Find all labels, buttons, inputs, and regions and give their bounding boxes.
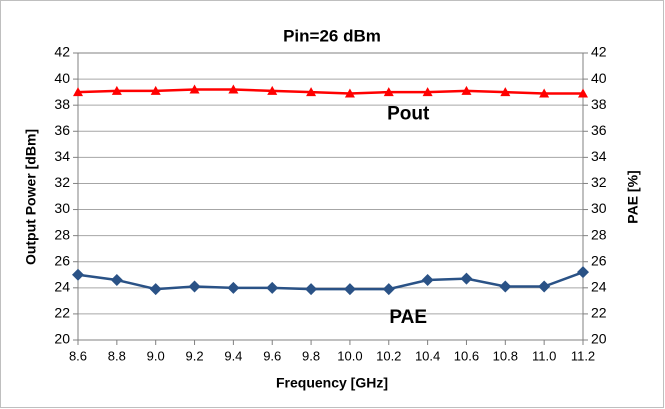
y2-tick-label: 38: [591, 96, 607, 112]
plot-border: [77, 52, 584, 341]
y-tick-label: 32: [54, 174, 70, 190]
x-tick-label: 10.0: [337, 348, 362, 363]
marker: [344, 88, 355, 98]
y-axis-label: Output Power [dBm]: [23, 129, 39, 265]
y2-tick-label: 22: [591, 305, 607, 321]
series-label: PAE: [389, 307, 427, 328]
series-label: Pout: [387, 103, 430, 124]
marker: [421, 273, 434, 286]
series-line: [77, 88, 583, 95]
y2-axis-label: PAE [%]: [625, 170, 641, 223]
marker: [305, 283, 318, 296]
y2-tick-label: 42: [591, 44, 607, 60]
y2-tick-label: 40: [591, 70, 607, 86]
x-tick-label: 9.2: [185, 348, 203, 363]
y2-tick-label: 30: [591, 200, 607, 216]
series-line: [77, 270, 584, 291]
y2-tick-label: 26: [591, 252, 607, 268]
x-tick-label: 11.0: [532, 348, 556, 363]
x-tick-label: 10.6: [454, 348, 479, 363]
y-tick-label: 36: [54, 122, 70, 138]
x-axis-label: Frequency [GHz]: [276, 375, 388, 391]
x-tick-label: 9.6: [263, 348, 281, 363]
y-tick-label: 42: [54, 44, 70, 60]
marker: [189, 84, 200, 94]
marker: [73, 87, 83, 97]
y-tick-label: 20: [54, 331, 70, 347]
marker: [267, 85, 278, 95]
marker: [460, 272, 473, 285]
y-tick-label: 40: [54, 70, 70, 86]
y-tick-label: 24: [54, 279, 70, 295]
y-tick-label: 34: [54, 148, 70, 164]
y2-tick-label: 34: [591, 148, 607, 164]
marker: [72, 268, 84, 281]
marker: [111, 85, 122, 95]
marker: [188, 280, 201, 293]
x-tick-label: 9.4: [224, 348, 242, 363]
chart-title: Pin=26 dBm: [283, 26, 381, 45]
y-tick-label: 28: [54, 226, 70, 242]
x-tick-label: 10.4: [415, 348, 440, 363]
marker: [382, 283, 395, 296]
marker: [110, 273, 123, 286]
y2-tick-label: 32: [591, 174, 607, 190]
x-tick-label: 10.8: [493, 348, 518, 363]
marker: [343, 283, 356, 296]
marker: [578, 88, 588, 98]
x-tick-label: 9.0: [147, 348, 165, 363]
marker: [150, 85, 161, 95]
y2-tick-label: 36: [591, 122, 607, 138]
marker: [577, 266, 589, 279]
x-tick-label: 9.8: [302, 348, 320, 363]
marker: [461, 85, 472, 95]
x-tick-label: 8.6: [69, 348, 87, 363]
marker: [383, 87, 394, 97]
y-tick-label: 38: [54, 96, 70, 112]
marker: [500, 87, 511, 97]
marker: [422, 87, 433, 97]
y2-tick-label: 20: [591, 331, 607, 347]
y-tick-label: 22: [54, 305, 70, 321]
marker: [227, 281, 240, 294]
marker: [228, 84, 239, 94]
marker: [306, 87, 317, 97]
y-tick-label: 30: [54, 200, 70, 216]
x-tick-label: 10.2: [376, 348, 401, 363]
x-tick-label: 8.8: [108, 348, 126, 363]
marker: [538, 280, 551, 293]
y2-tick-label: 24: [591, 279, 607, 295]
y2-tick-label: 28: [591, 226, 607, 242]
x-tick-label: 11.2: [571, 348, 595, 363]
marker: [149, 283, 162, 296]
marker: [539, 88, 550, 98]
y-tick-label: 26: [54, 252, 70, 268]
marker: [499, 280, 512, 293]
marker: [266, 281, 279, 294]
